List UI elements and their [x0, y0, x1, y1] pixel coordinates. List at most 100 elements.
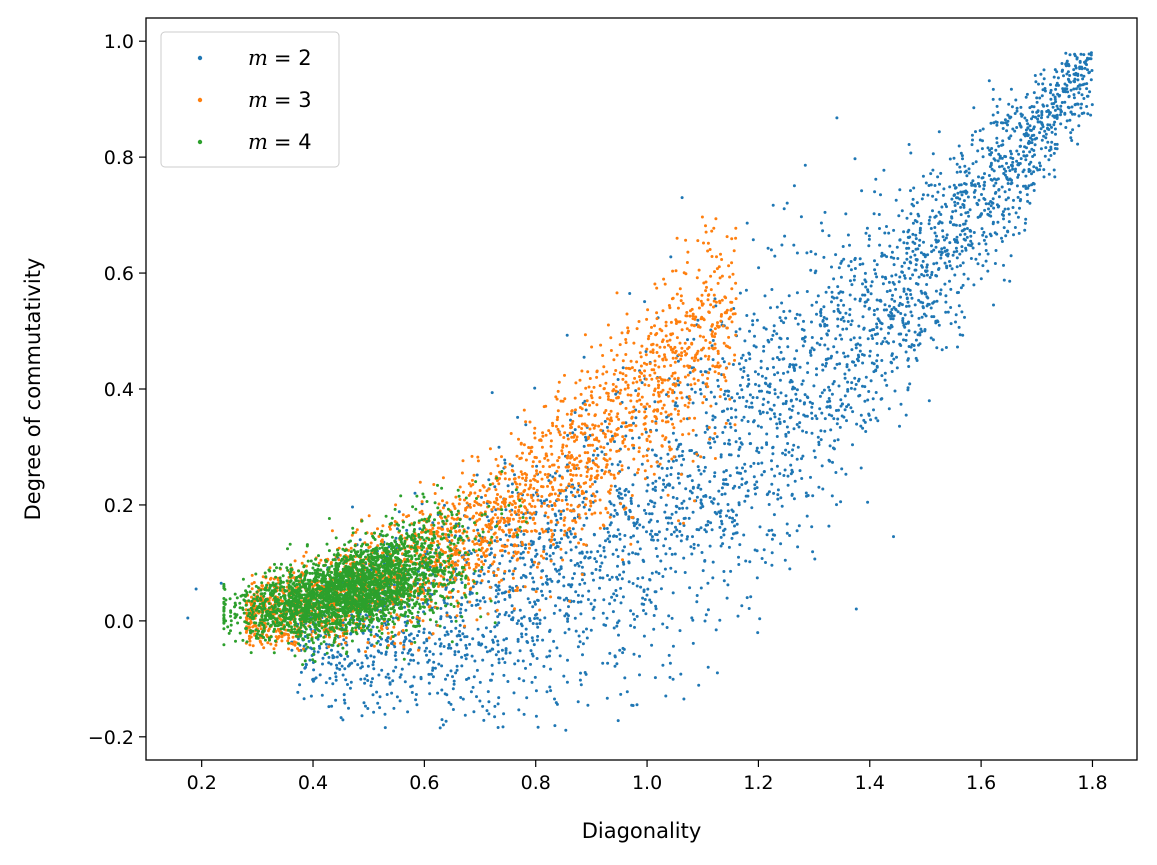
point-m2 — [1053, 95, 1057, 99]
point-m2 — [477, 539, 481, 543]
point-m2 — [580, 550, 584, 554]
point-m2 — [990, 178, 994, 182]
point-m3 — [728, 397, 732, 401]
point-m3 — [554, 395, 558, 399]
point-m2 — [595, 490, 599, 494]
point-m2 — [407, 649, 411, 653]
point-m2 — [870, 280, 874, 284]
point-m2 — [971, 162, 975, 166]
point-m2 — [493, 601, 497, 605]
point-m2 — [496, 585, 500, 589]
point-m2 — [1064, 126, 1068, 129]
point-m2 — [889, 255, 893, 259]
point-m2 — [1088, 90, 1092, 94]
point-m2 — [1019, 144, 1022, 148]
point-m3 — [574, 473, 578, 477]
point-m2 — [387, 545, 391, 549]
point-m2 — [564, 551, 568, 555]
point-m2 — [459, 611, 462, 615]
point-m2 — [907, 365, 911, 368]
point-m2 — [510, 604, 514, 608]
point-m2 — [487, 519, 491, 523]
point-m3 — [635, 360, 639, 364]
point-m2 — [699, 357, 703, 361]
point-m2 — [1059, 113, 1062, 117]
point-m2 — [800, 382, 804, 386]
point-m3 — [662, 403, 666, 407]
point-m2 — [394, 665, 398, 669]
point-m2 — [604, 539, 607, 543]
point-m2 — [671, 431, 675, 435]
point-m3 — [687, 432, 691, 436]
point-m2 — [778, 378, 782, 382]
point-m2 — [1054, 87, 1058, 91]
point-m2 — [770, 482, 774, 486]
point-m2 — [1078, 67, 1082, 71]
point-m2 — [834, 471, 838, 474]
point-m3 — [701, 401, 705, 405]
point-m2 — [882, 168, 886, 172]
point-m2 — [699, 498, 703, 502]
point-m2 — [843, 372, 847, 376]
point-m3 — [524, 458, 528, 462]
point-m2 — [344, 678, 348, 682]
point-m2 — [697, 483, 701, 487]
point-m3 — [436, 585, 440, 588]
point-m2 — [745, 399, 749, 403]
point-m2 — [652, 614, 656, 617]
point-m2 — [849, 323, 853, 327]
point-m2 — [866, 337, 870, 341]
point-m3 — [684, 238, 688, 242]
point-m2 — [978, 138, 982, 142]
point-m2 — [989, 200, 993, 203]
point-m2 — [723, 482, 727, 486]
point-m2 — [1003, 118, 1007, 122]
point-m2 — [1056, 76, 1060, 80]
point-m2 — [878, 299, 882, 303]
point-m2 — [392, 669, 396, 673]
point-m2 — [557, 596, 560, 600]
point-m2 — [324, 681, 328, 685]
point-m2 — [1051, 93, 1055, 97]
point-m2 — [976, 215, 980, 219]
point-m2 — [730, 416, 733, 420]
point-m2 — [635, 703, 639, 707]
point-m2 — [749, 595, 753, 599]
point-m2 — [838, 333, 842, 337]
point-m3 — [533, 436, 537, 440]
point-m2 — [640, 462, 644, 466]
point-m3 — [666, 493, 670, 497]
point-m2 — [909, 189, 912, 193]
point-m2 — [726, 418, 730, 422]
point-m2 — [453, 650, 457, 654]
point-m2 — [984, 235, 988, 239]
point-m3 — [557, 465, 561, 469]
point-m2 — [404, 624, 408, 628]
point-m3 — [593, 511, 597, 515]
point-m2 — [711, 437, 715, 441]
point-m2 — [874, 177, 878, 181]
point-m3 — [712, 226, 716, 230]
point-m3 — [696, 297, 700, 301]
point-m2 — [485, 515, 489, 519]
point-m2 — [641, 525, 645, 529]
point-m2 — [526, 597, 530, 601]
point-m2 — [874, 369, 878, 373]
point-m3 — [539, 576, 543, 580]
point-m2 — [673, 552, 677, 556]
point-m2 — [559, 512, 563, 516]
point-m2 — [790, 454, 794, 458]
point-m2 — [984, 249, 988, 252]
point-m2 — [736, 614, 740, 618]
point-m3 — [465, 515, 469, 519]
point-m2 — [897, 304, 901, 307]
point-m2 — [1027, 184, 1031, 188]
point-m2 — [950, 197, 954, 201]
point-m2 — [1025, 119, 1029, 122]
point-m2 — [534, 548, 538, 552]
point-m2 — [917, 275, 921, 279]
point-m2 — [933, 215, 937, 219]
point-m2 — [650, 500, 654, 504]
point-m2 — [541, 638, 545, 642]
point-m2 — [773, 415, 777, 419]
